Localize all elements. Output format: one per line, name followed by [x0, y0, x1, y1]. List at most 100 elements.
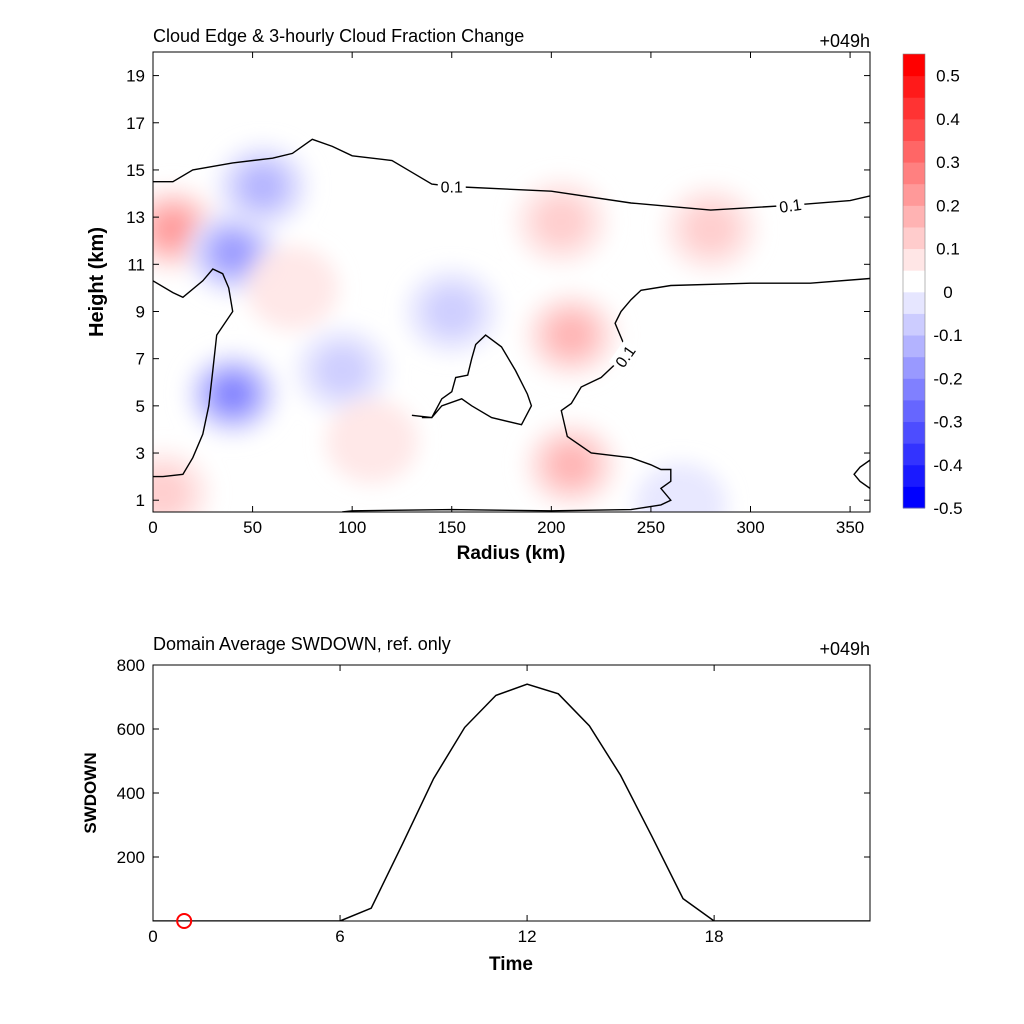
bottom-y-tick-label-600: 600	[117, 720, 145, 739]
top-y-tick-label-3: 3	[136, 444, 145, 463]
colorbar-label-8: -0.3	[933, 413, 962, 432]
colorbar-swatch-6	[903, 356, 925, 379]
contour-label-bg-2	[608, 339, 640, 373]
colorbar-label-1: 0.4	[936, 110, 960, 129]
anomaly-4-level-2	[241, 167, 284, 206]
top-y-tick-label-17: 17	[126, 114, 145, 133]
top-chart-time-label: +049h	[819, 31, 870, 51]
swdown-series	[153, 683, 870, 921]
contour-label-0: 0.1	[441, 179, 463, 196]
field-smoothing-group	[153, 144, 757, 512]
anomaly-5-level-1	[315, 345, 370, 396]
colorbar-label-10: -0.5	[933, 499, 962, 518]
bottom-y-axis: 200 400 600 800	[117, 656, 870, 867]
colorbar-swatch-19	[903, 75, 925, 98]
bottom-y-tick-label-400: 400	[117, 784, 145, 803]
colorbar-label-3: 0.2	[936, 196, 960, 215]
colorbar-swatch-12	[903, 226, 925, 250]
colorbar-swatch-8	[903, 313, 925, 336]
anomaly-1-level-1	[153, 468, 190, 512]
colorbar-swatch-2	[903, 443, 925, 466]
cloud-edge-contour-4	[853, 459, 870, 489]
colorbar-swatch-15	[903, 162, 925, 185]
colorbar-label-7: -0.2	[933, 369, 962, 388]
anomaly-10-level-1	[683, 203, 738, 254]
top-y-tick-label-19: 19	[126, 67, 145, 86]
cloud-fraction-panel: Cloud Edge & 3-hourly Cloud Fraction Cha…	[86, 26, 963, 564]
bottom-plot-frame	[152, 664, 871, 922]
top-x-tick-label-0: 0	[148, 518, 157, 537]
bottom-y-tick-label-200: 200	[117, 848, 145, 867]
top-y-tick-label-15: 15	[126, 161, 145, 180]
colorbar-swatch-10	[903, 270, 925, 293]
top-x-axis-label: Radius (km)	[457, 543, 566, 564]
anomaly-7-level-2	[550, 315, 592, 355]
top-y-axis-label: Height (km)	[86, 227, 108, 337]
colorbar-swatch-20	[903, 54, 925, 77]
colorbar-swatch-4	[903, 399, 925, 423]
colorbar-swatch-17	[903, 118, 925, 141]
top-y-tick-label-9: 9	[136, 302, 145, 321]
bottom-y-axis-label: SWDOWN	[81, 752, 100, 833]
bottom-x-axis: 0 6 12 18	[148, 665, 724, 946]
anomaly-12-level-0	[326, 399, 419, 484]
top-plot-frame	[152, 51, 871, 513]
bottom-x-tick-label-6: 6	[335, 927, 344, 946]
top-x-tick-label-200: 200	[537, 518, 565, 537]
cloud-edge-contour-1	[153, 268, 234, 478]
colorbar-swatch-9	[903, 291, 925, 314]
top-x-tick-label-150: 150	[438, 518, 466, 537]
anomaly-9-level-2	[550, 445, 592, 485]
bottom-x-tick-label-12: 12	[518, 927, 537, 946]
colorbar: 0.5 0.4 0.3 0.2 0.1 0 -0.1 -0.2 -0.3 -0.4 -0.5	[902, 53, 963, 518]
colorbar-swatch-11	[903, 248, 925, 271]
top-y-tick-label-11: 11	[127, 255, 145, 274]
swdown-panel: Domain Average SWDOWN, ref. only +049h 0…	[81, 634, 871, 975]
top-x-tick-label-250: 250	[637, 518, 665, 537]
bottom-x-axis-label: Time	[489, 954, 533, 975]
top-y-tick-label-7: 7	[136, 350, 145, 369]
anomaly-2-level-3	[215, 236, 251, 270]
top-y-tick-label-13: 13	[126, 208, 145, 227]
colorbar-label-2: 0.3	[936, 153, 960, 172]
cloud-edge-contour-3	[411, 334, 533, 426]
current-time-marker	[176, 913, 193, 929]
colorbar-swatch-5	[903, 378, 925, 401]
bottom-chart-time-label: +049h	[819, 639, 870, 659]
anomaly-0-level-3	[155, 212, 191, 246]
colorbar-label-6: -0.1	[933, 326, 962, 345]
anomaly-3-level-4	[217, 379, 249, 409]
anomaly-6-level-1	[424, 286, 479, 337]
top-x-tick-label-50: 50	[243, 518, 262, 537]
bottom-x-tick-label-18: 18	[705, 927, 724, 946]
colorbar-swatch-1	[903, 464, 925, 487]
colorbar-label-4: 0.1	[936, 240, 960, 259]
contour-label-bg-1	[775, 193, 806, 216]
contour-label-1: 0.1	[778, 197, 802, 217]
colorbar-swatch-0	[903, 486, 925, 509]
top-x-tick-label-350: 350	[836, 518, 864, 537]
bottom-y-tick-label-800: 800	[117, 656, 145, 675]
colorbar-swatch-3	[903, 421, 925, 444]
top-y-tick-label-1: 1	[136, 491, 145, 510]
anomaly-8-level-1	[534, 196, 589, 247]
swdown-line-0	[153, 683, 870, 921]
bottom-chart-title: Domain Average SWDOWN, ref. only	[153, 634, 451, 654]
top-chart-title: Cloud Edge & 3-hourly Cloud Fraction Cha…	[153, 26, 524, 46]
colorbar-swatch-16	[903, 140, 925, 163]
top-x-tick-label-300: 300	[736, 518, 764, 537]
top-x-tick-label-100: 100	[338, 518, 366, 537]
colorbar-swatch-18	[903, 97, 925, 120]
bottom-x-tick-label-0: 0	[148, 927, 157, 946]
colorbar-frame	[902, 53, 926, 509]
top-x-axis: 0 50 100 150 200 250 300 350	[148, 52, 864, 537]
top-y-tick-label-5: 5	[136, 397, 145, 416]
cloud-edge-contour-0	[153, 138, 870, 211]
colorbar-swatch-14	[903, 183, 925, 206]
anomaly-11-level-0	[246, 245, 339, 330]
colorbar-label-5: 0	[943, 283, 952, 302]
contour-label-bg-0	[437, 176, 466, 195]
colorbar-label-0: 0.5	[936, 67, 960, 86]
